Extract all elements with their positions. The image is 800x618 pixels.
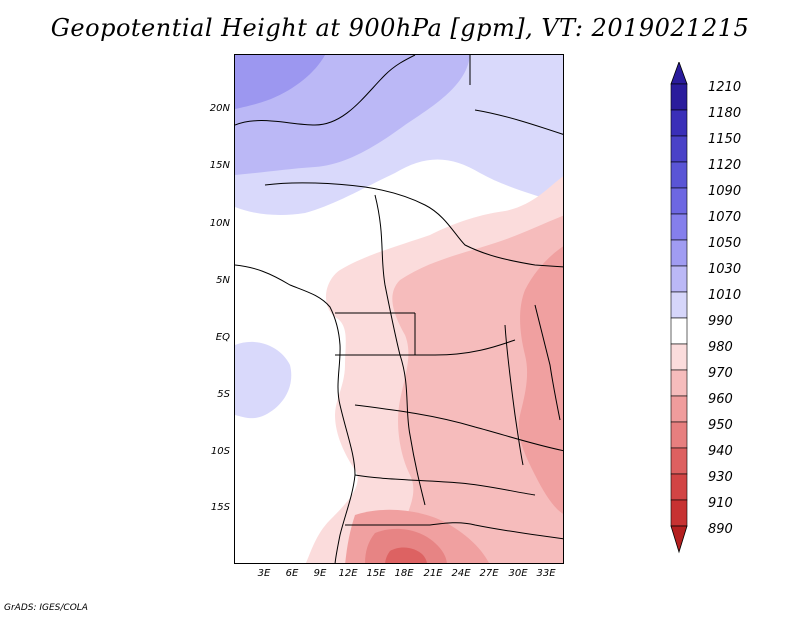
colorbar-label: 990 bbox=[708, 314, 733, 329]
colorbar-bin-1070 bbox=[670, 213, 688, 241]
lon-label-21e: 21E bbox=[423, 568, 443, 579]
lon-label-12e: 12E bbox=[338, 568, 358, 579]
chart-title: Geopotential Height at 900hPa [gpm], VT:… bbox=[50, 14, 750, 42]
credit-text: GrADS: IGES/COLA bbox=[4, 603, 88, 613]
lon-label-6e: 6E bbox=[285, 568, 299, 579]
contour-1010-west bbox=[235, 341, 292, 419]
colorbar-label: 1050 bbox=[708, 236, 742, 251]
colorbar-label: 950 bbox=[708, 418, 733, 433]
colorbar-bottom-arrow bbox=[670, 525, 688, 554]
lon-label-27e: 27E bbox=[479, 568, 499, 579]
contour-1050 bbox=[235, 55, 325, 109]
lat-label-5s: 5S bbox=[217, 389, 230, 400]
contour-970 bbox=[378, 215, 563, 563]
colorbar-label: 890 bbox=[708, 522, 733, 537]
boundaries bbox=[235, 55, 563, 563]
colorbar-label: 1030 bbox=[708, 262, 742, 277]
colorbar-label: 1010 bbox=[708, 288, 742, 303]
lon-label-15e: 15E bbox=[366, 568, 386, 579]
colorbar-bin-1150 bbox=[670, 135, 688, 163]
colorbar-top-arrow bbox=[670, 62, 688, 85]
colorbar-bin-1210 bbox=[670, 83, 688, 111]
colorbar-label: 910 bbox=[708, 496, 733, 511]
lat-label-15s: 15S bbox=[210, 502, 230, 513]
colorbar-bin-940 bbox=[670, 447, 688, 475]
colorbar-bin-1030 bbox=[670, 265, 688, 293]
colorbar-label: 930 bbox=[708, 470, 733, 485]
lon-label-33e: 33E bbox=[536, 568, 556, 579]
lat-label-15n: 15N bbox=[209, 160, 230, 171]
colorbar-label: 940 bbox=[708, 444, 733, 459]
colorbar-bin-990 bbox=[670, 317, 688, 345]
lat-label-eq: EQ bbox=[215, 332, 230, 343]
contour-940 bbox=[385, 547, 427, 563]
colorbar-label: 1210 bbox=[708, 80, 742, 95]
lon-label-3e: 3E bbox=[257, 568, 271, 579]
colorbar-bin-1090 bbox=[670, 187, 688, 215]
lat-label-20n: 20N bbox=[209, 103, 230, 114]
lon-label-24e: 24E bbox=[451, 568, 471, 579]
colorbar-bin-1050 bbox=[670, 239, 688, 267]
colorbar-label: 980 bbox=[708, 340, 733, 355]
lon-label-9e: 9E bbox=[313, 568, 327, 579]
lat-label-10n: 10N bbox=[209, 218, 230, 229]
geopotential-field bbox=[235, 55, 563, 563]
colorbar-bin-930 bbox=[670, 473, 688, 501]
colorbar-label: 1120 bbox=[708, 158, 742, 173]
colorbar-label: 970 bbox=[708, 366, 733, 381]
colorbar-bin-910 bbox=[670, 499, 688, 527]
map-panel bbox=[234, 54, 564, 564]
lat-label-10s: 10S bbox=[210, 446, 230, 457]
colorbar-label: 1150 bbox=[708, 132, 742, 147]
colorbar-label: 1090 bbox=[708, 184, 742, 199]
colorbar-bin-950 bbox=[670, 421, 688, 449]
colorbar-bin-980 bbox=[670, 343, 688, 371]
contour-960 bbox=[518, 246, 563, 514]
lon-label-30e: 30E bbox=[508, 568, 528, 579]
colorbar-bin-1010 bbox=[670, 291, 688, 319]
colorbar-label: 1070 bbox=[708, 210, 742, 225]
colorbar-bin-1180 bbox=[670, 109, 688, 137]
colorbar-bin-960 bbox=[670, 395, 688, 423]
contour-950 bbox=[365, 528, 447, 563]
colorbar-label: 1180 bbox=[708, 106, 742, 121]
colorbar bbox=[670, 62, 688, 554]
colorbar-bin-1120 bbox=[670, 161, 688, 189]
colorbar-bin-970 bbox=[670, 369, 688, 397]
lon-label-18e: 18E bbox=[394, 568, 414, 579]
colorbar-label: 960 bbox=[708, 392, 733, 407]
lat-label-5n: 5N bbox=[216, 275, 230, 286]
